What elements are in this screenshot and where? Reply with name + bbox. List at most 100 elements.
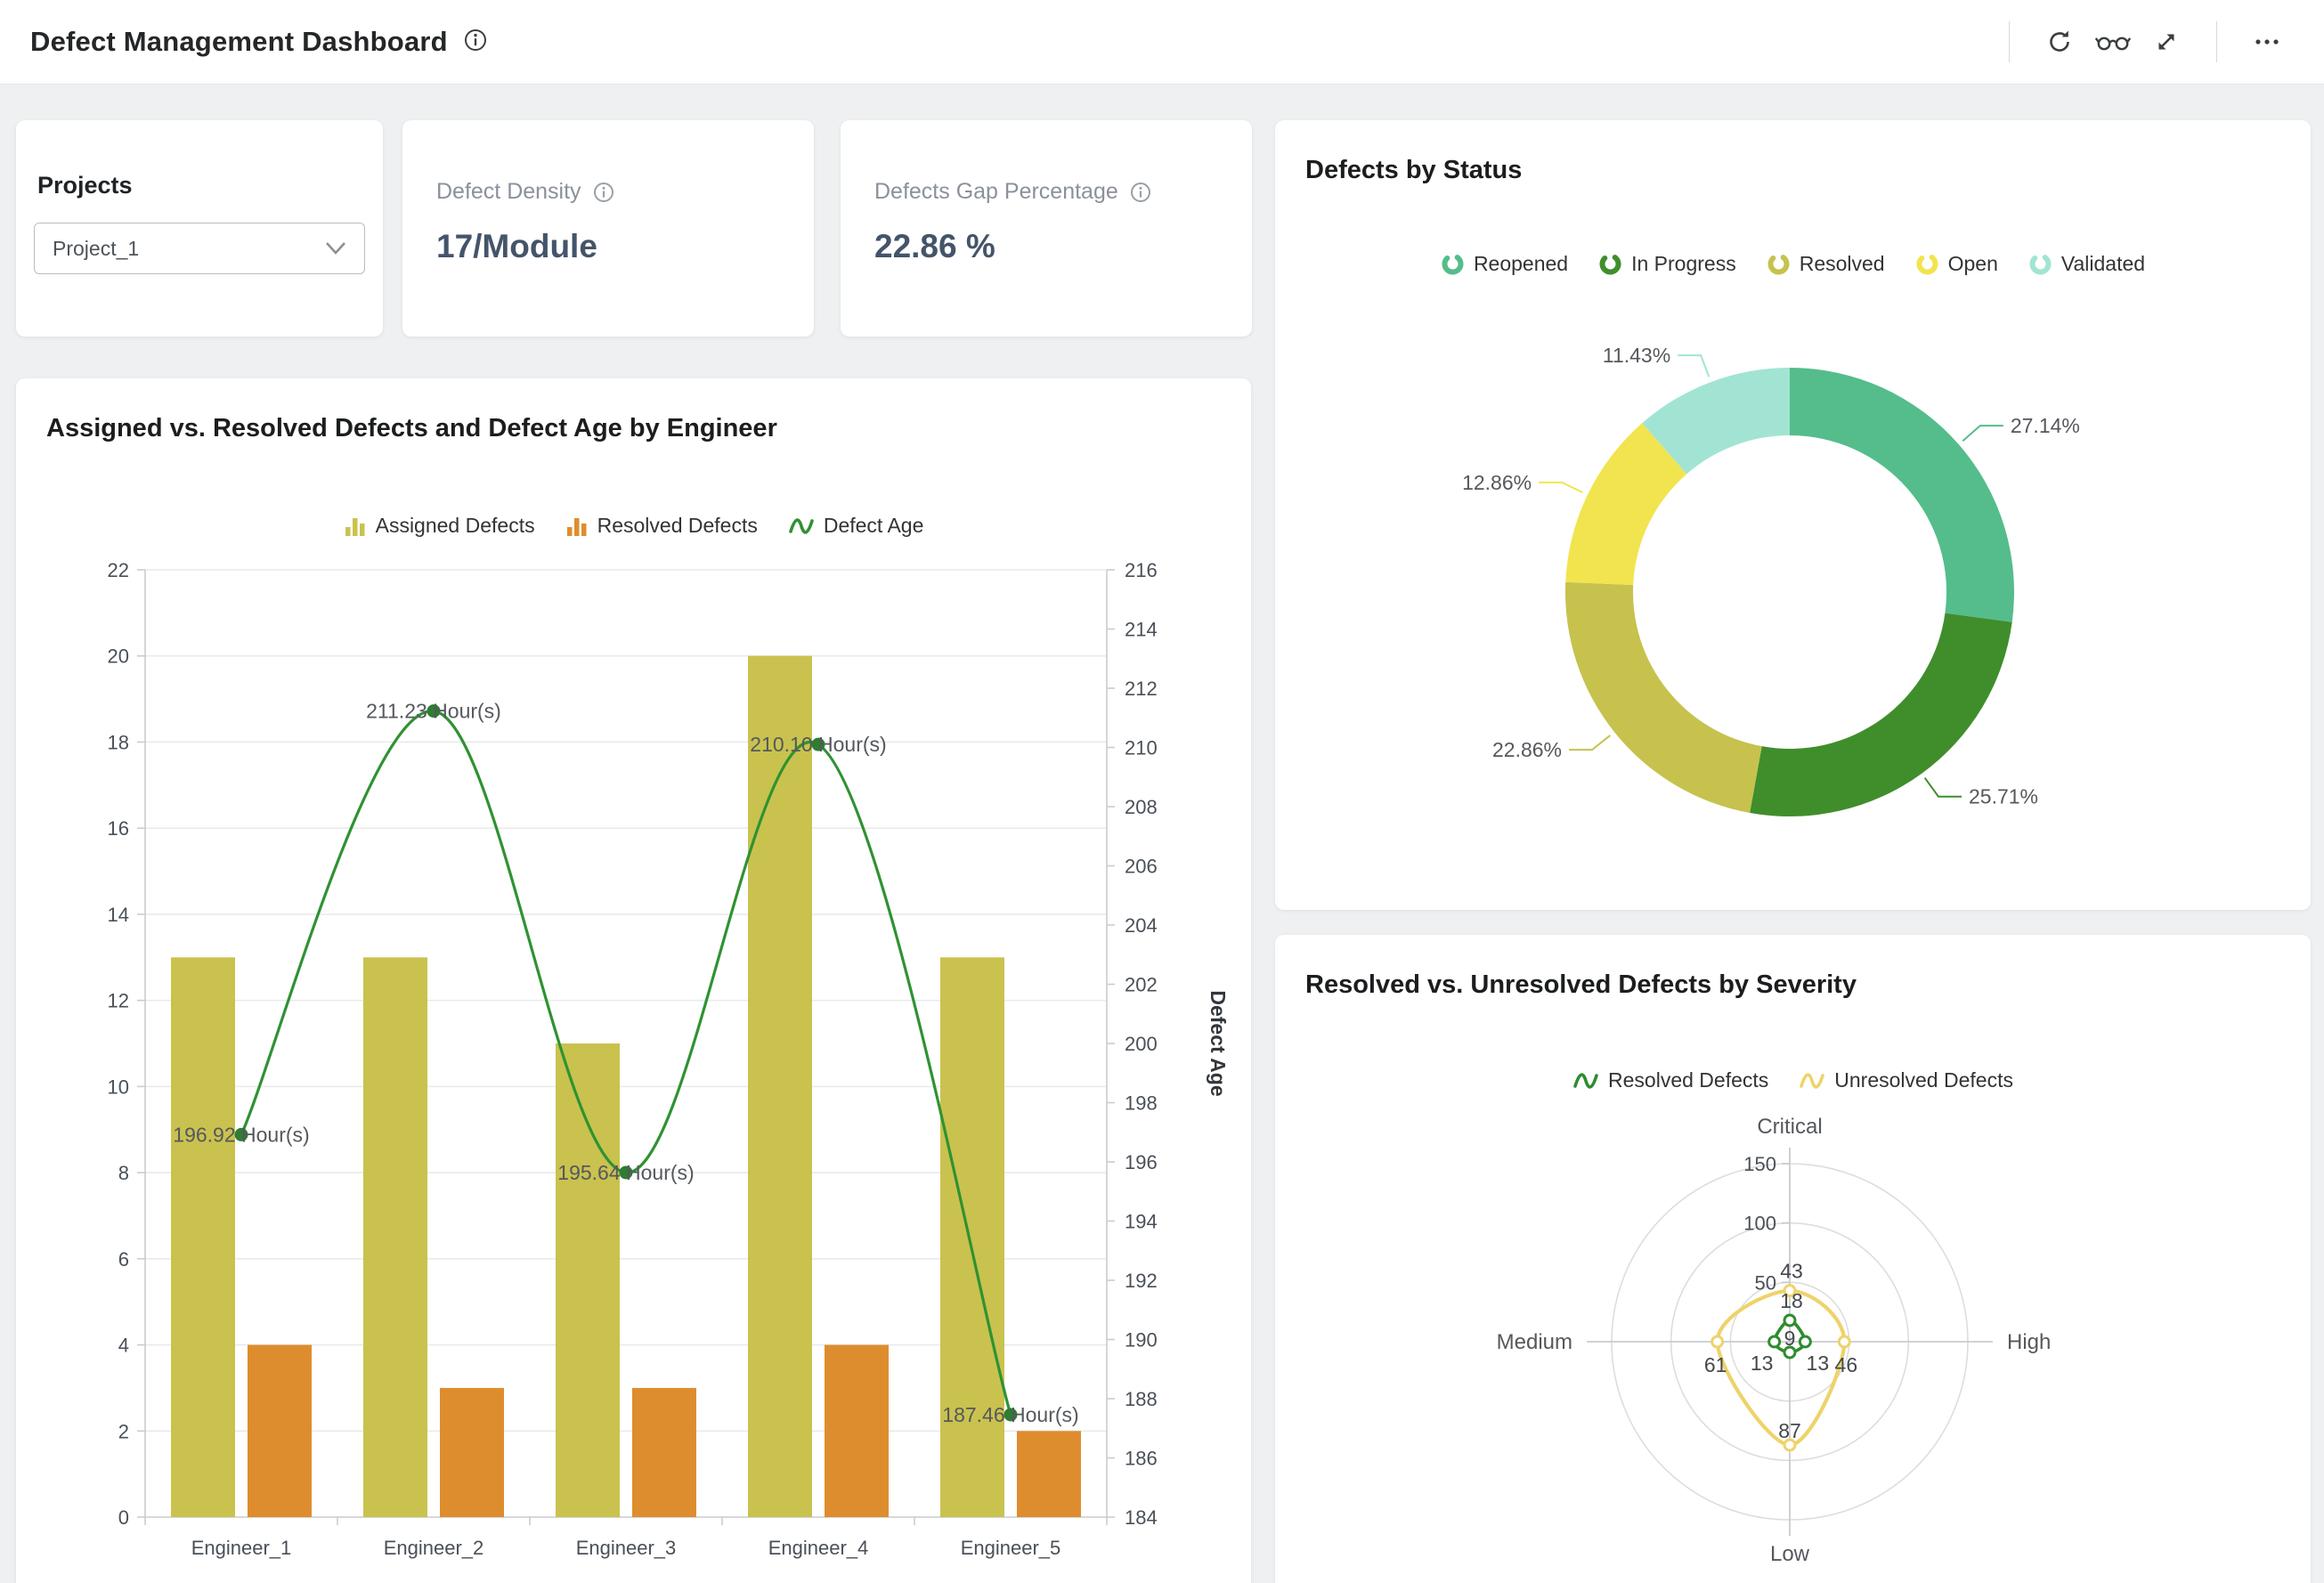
radar-axis-label-low: Low [1770, 1542, 1810, 1566]
donut-percent-label: 11.43% [1603, 344, 1670, 367]
y-axis-right-tick-label: 184 [1125, 1506, 1158, 1529]
y-axis-right-tick-label: 216 [1125, 559, 1158, 581]
legend-item[interactable]: Resolved Defects [1572, 1068, 1768, 1092]
donut-percent-label: 25.71% [1969, 785, 2038, 808]
radar-value-label: 13 [1807, 1352, 1830, 1375]
projects-label: Projects [37, 172, 133, 199]
y-axis-right-tick-label: 214 [1125, 619, 1158, 641]
defect-age-point-label: 187.46 Hour(s) [942, 1403, 1078, 1426]
kpi-defects-gap: Defects Gap Percentage 22.86 % [841, 120, 1252, 337]
info-icon[interactable] [1129, 181, 1152, 204]
defect-age-point-Engineer_5[interactable] [1004, 1408, 1018, 1422]
defect-age-line [240, 709, 1012, 1416]
radar-value-label: 43 [1780, 1260, 1803, 1283]
radar-value-label: 87 [1778, 1419, 1801, 1442]
radar-point-medium[interactable] [1710, 1335, 1725, 1349]
legend-label: In Progress [1631, 252, 1736, 275]
chevron-down-icon [326, 242, 345, 255]
glasses-icon [2094, 37, 2132, 51]
legend-item[interactable]: Open [1915, 252, 1998, 276]
donut-slice-resolved[interactable] [1565, 581, 1762, 813]
legend-label: Resolved [1799, 252, 1885, 275]
resolved-bar-Engineer_2[interactable] [440, 1387, 504, 1517]
legend-item[interactable]: Unresolved Defects [1799, 1068, 2013, 1092]
toolbar-divider [2009, 21, 2010, 62]
donut-percent-label: 27.14% [2011, 414, 2080, 437]
project-select[interactable]: Project_1 [34, 223, 365, 274]
resolved-bar-Engineer_5[interactable] [1017, 1431, 1081, 1517]
legend-item[interactable]: Validated [2028, 252, 2145, 276]
legend-item[interactable]: In Progress [1598, 252, 1736, 276]
info-icon[interactable] [460, 25, 491, 60]
y-axis-right-tick-label: 204 [1125, 914, 1158, 937]
y-axis-right-tick-label: 210 [1125, 737, 1158, 759]
radar-point-high[interactable] [1837, 1335, 1851, 1349]
y-axis-right-tick-label: 212 [1125, 678, 1158, 700]
ring-icon [1916, 253, 1938, 275]
legend-label: Reopened [1473, 252, 1569, 275]
radar-value-label: 18 [1780, 1289, 1803, 1312]
donut-slice-reopened[interactable] [1790, 368, 2014, 622]
radar-axis-label-high: High [2007, 1330, 2051, 1354]
assigned-bar-Engineer_4[interactable] [748, 655, 812, 1517]
radar-point-low[interactable] [1783, 1438, 1797, 1452]
x-axis-category-label: Engineer_5 [961, 1537, 1061, 1559]
assigned-bar-Engineer_2[interactable] [363, 957, 427, 1517]
legend-item[interactable]: Reopened [1441, 252, 1568, 276]
y-axis-left-tick-label: 6 [118, 1248, 129, 1270]
squiggle-icon [1800, 1072, 1825, 1089]
legend-label: Resolved Defects [597, 514, 758, 537]
defect-age-point-Engineer_3[interactable] [619, 1165, 633, 1180]
y-axis-left-tick-label: 10 [108, 1076, 129, 1098]
radar-point-medium[interactable] [1767, 1335, 1782, 1349]
read-mode-button[interactable] [2086, 15, 2140, 69]
legend-item[interactable]: Resolved Defects [565, 514, 758, 538]
donut-percent-label: 22.86% [1492, 738, 1562, 761]
y-axis-left-tick-label: 8 [118, 1162, 129, 1184]
donut-slice-in-progress[interactable] [1750, 613, 2012, 816]
mini-bars-icon [566, 517, 587, 536]
y-axis-left-tick-label: 20 [108, 645, 129, 668]
refresh-button[interactable] [2033, 15, 2086, 69]
defect-age-point-Engineer_1[interactable] [234, 1127, 248, 1141]
squiggle-icon [1573, 1072, 1598, 1089]
resolved-bar-Engineer_3[interactable] [632, 1387, 696, 1517]
combo-legend: Assigned Defects Resolved Defects Defect A… [16, 514, 1251, 538]
resolved-bar-Engineer_1[interactable] [248, 1344, 312, 1517]
y-axis-right-tick-label: 194 [1125, 1211, 1158, 1233]
defect-age-point-Engineer_2[interactable] [427, 704, 441, 718]
legend-item[interactable]: Assigned Defects [344, 514, 535, 538]
expand-button[interactable] [2140, 15, 2193, 69]
radar-point-low[interactable] [1783, 1345, 1797, 1360]
radar-point-high[interactable] [1798, 1335, 1812, 1349]
y-axis-right-tick-label: 192 [1125, 1270, 1158, 1292]
radar-value-label: 9 [1784, 1327, 1796, 1350]
y-axis-right-tick-label: 208 [1125, 796, 1158, 818]
legend-label: Resolved Defects [1608, 1068, 1769, 1092]
assigned-resolved-age-chart: 0 2 4 6 8 10 12 14 16 18 20 22 184 186 188 190 192 194 196… [108, 559, 1230, 1559]
x-axis-category-label: Engineer_1 [191, 1537, 292, 1559]
y-axis-right-tick-label: 198 [1125, 1092, 1158, 1115]
legend-item[interactable]: Resolved [1767, 252, 1885, 276]
y-axis-right-tick-label: 202 [1125, 974, 1158, 996]
resolved-bar-Engineer_4[interactable] [825, 1344, 889, 1517]
donut-slice-validated[interactable] [1642, 368, 1790, 475]
radar-value-label: 13 [1751, 1352, 1774, 1375]
more-button[interactable] [2240, 15, 2294, 69]
radar-point-critical[interactable] [1783, 1313, 1797, 1327]
donut-label-line [1923, 777, 1962, 798]
y-axis-left-tick-label: 12 [108, 990, 129, 1012]
legend-label: Assigned Defects [375, 514, 535, 537]
info-icon[interactable] [592, 181, 615, 204]
projects-filter-card: Projects Project_1 [16, 120, 383, 337]
legend-item[interactable]: Defect Age [788, 514, 923, 538]
radar-point-critical[interactable] [1783, 1284, 1797, 1298]
defect-age-point-Engineer_4[interactable] [811, 737, 825, 751]
assigned-bar-Engineer_1[interactable] [171, 957, 235, 1517]
donut-slice-open[interactable] [1565, 423, 1687, 586]
y-axis-right-title: Defect Age [1207, 990, 1230, 1096]
assigned-bar-Engineer_5[interactable] [940, 957, 1004, 1517]
assigned-bar-Engineer_3[interactable] [556, 1043, 620, 1517]
more-icon [2255, 39, 2279, 45]
